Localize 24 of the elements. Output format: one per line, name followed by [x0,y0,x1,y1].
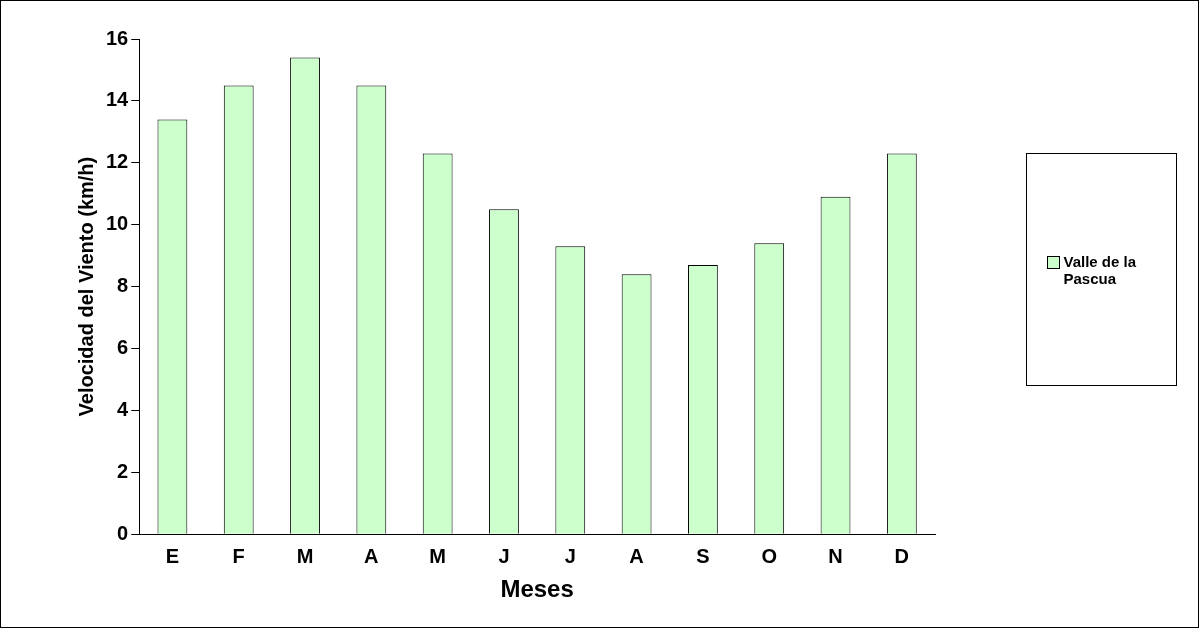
y-tick-label: 10 [106,212,129,235]
x-tick-label: E [165,544,180,567]
x-tick-label: F [232,544,245,567]
y-tick-label: 0 [117,521,129,544]
x-tick-label: S [696,544,710,567]
x-tick-label: J [564,544,576,567]
y-tick-label: 2 [117,459,129,482]
legend-label: Valle de la Pascua [1063,252,1138,287]
y-tick-label: 8 [117,274,129,297]
x-tick-label: J [498,544,510,567]
x-axis-title: Meses [500,575,574,603]
y-tick-label: 6 [117,336,129,359]
y-tick-label: 12 [106,150,129,173]
x-tick-label: N [828,544,843,567]
x-tick-label: D [894,544,910,567]
x-tick-label: O [761,544,777,567]
x-tick-label: A [364,544,379,567]
x-tick-label: M [429,544,446,567]
y-tick-label: 4 [117,397,130,420]
x-tick-label: A [629,544,644,567]
y-axis-title: Velocidad del Viento (km/h) [74,156,97,417]
y-tick-label: 14 [106,88,130,111]
x-tick-label: M [296,544,314,567]
y-tick-label: 16 [106,26,129,49]
